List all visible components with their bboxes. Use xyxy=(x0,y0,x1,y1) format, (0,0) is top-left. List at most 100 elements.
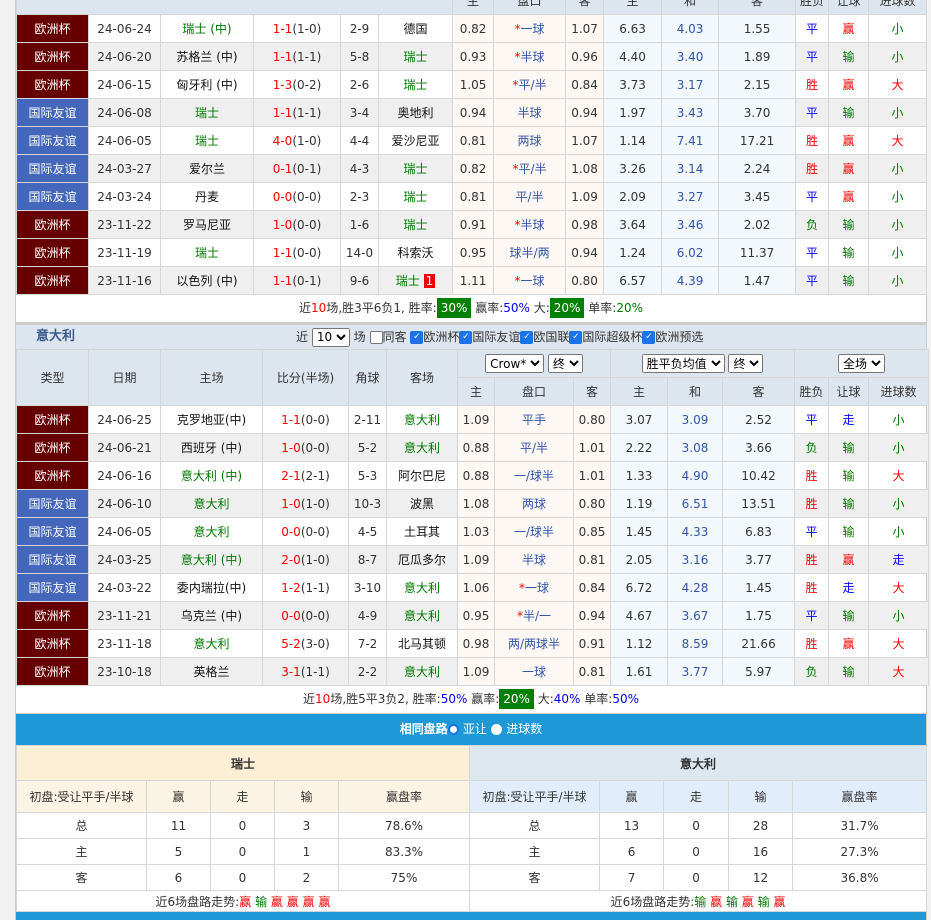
home-team[interactable]: 克罗地亚(中) xyxy=(160,405,263,434)
away-team[interactable]: 意大利 xyxy=(386,657,458,686)
home-team[interactable]: 意大利 xyxy=(160,517,263,546)
score[interactable]: 0-0(0-0) xyxy=(262,601,349,630)
match-type[interactable]: 国际友谊 xyxy=(16,573,89,602)
handicap-text: 两球 xyxy=(517,134,542,148)
home-team[interactable]: 罗马尼亚 xyxy=(160,210,254,239)
match-type[interactable]: 国际友谊 xyxy=(16,126,89,155)
home-team[interactable]: 英格兰 xyxy=(160,657,263,686)
away-team[interactable]: 爱沙尼亚 xyxy=(377,126,454,155)
match-type[interactable]: 国际友谊 xyxy=(16,98,89,127)
match-count-select[interactable]: 10 xyxy=(311,327,350,347)
match-type[interactable]: 欧洲杯 xyxy=(16,405,89,434)
goals-radio[interactable] xyxy=(491,724,503,735)
away-team[interactable]: 瑞士 1 xyxy=(377,266,454,295)
score[interactable]: 0-0(0-0) xyxy=(253,182,341,211)
away-team[interactable]: 瑞士 xyxy=(377,42,454,71)
away-team[interactable]: 厄瓜多尔 xyxy=(386,545,458,574)
away-team[interactable]: 科索沃 xyxy=(377,238,454,267)
away-team[interactable]: 意大利 xyxy=(386,433,458,462)
filter-checkbox[interactable]: ✓ xyxy=(459,331,473,344)
match-type[interactable]: 欧洲杯 xyxy=(16,266,89,295)
home-team[interactable]: 意大利 xyxy=(160,629,263,658)
away-team-name: 意大利 xyxy=(403,665,440,679)
score[interactable]: 1-2(1-1) xyxy=(262,573,349,602)
filter-checkbox[interactable]: ✓ xyxy=(410,331,424,344)
away-team[interactable]: 意大利 xyxy=(386,573,458,602)
match-type[interactable]: 国际友谊 xyxy=(16,517,89,546)
away-team[interactable]: 瑞士 xyxy=(377,210,454,239)
score[interactable]: 0-1(0-1) xyxy=(253,154,341,183)
home-team[interactable]: 以色列 (中) xyxy=(160,266,254,295)
handicap-final-select[interactable]: 终 xyxy=(547,354,583,373)
odds-avg-select[interactable]: 胜平负均值 xyxy=(641,354,725,373)
scope-select[interactable]: 全场 xyxy=(838,354,886,373)
match-type[interactable]: 欧洲杯 xyxy=(16,70,89,99)
score[interactable]: 1-0(0-0) xyxy=(253,210,341,239)
away-team[interactable]: 意大利 xyxy=(386,405,458,434)
score[interactable]: 5-2(3-0) xyxy=(262,629,349,658)
match-type[interactable]: 欧洲杯 xyxy=(16,433,89,462)
away-team[interactable]: 意大利 xyxy=(386,601,458,630)
filter-checkbox[interactable]: ✓ xyxy=(520,331,534,344)
match-row: 欧洲杯 23-11-21 乌克兰 (中) 0-0(0-0) 4-9 意大利 0.95 *半/一… xyxy=(16,601,930,630)
corners: 1-6 xyxy=(340,210,379,239)
score[interactable]: 2-1(2-1) xyxy=(262,461,349,490)
home-team[interactable]: 瑞士 (中) xyxy=(160,14,254,43)
away-team[interactable]: 瑞士 xyxy=(377,154,454,183)
score[interactable]: 3-1(1-1) xyxy=(262,657,349,686)
home-team[interactable]: 西班牙 (中) xyxy=(160,433,263,462)
score[interactable]: 2-0(1-0) xyxy=(262,545,349,574)
away-team[interactable]: 奥地利 xyxy=(377,98,454,127)
home-team[interactable]: 瑞士 xyxy=(160,238,254,267)
match-type[interactable]: 欧洲杯 xyxy=(16,601,89,630)
home-team[interactable]: 委内瑞拉(中) xyxy=(160,573,263,602)
score[interactable]: 1-3(0-2) xyxy=(253,70,341,99)
match-type[interactable]: 欧洲杯 xyxy=(16,42,89,71)
home-team[interactable]: 意大利 (中) xyxy=(160,545,263,574)
away-team[interactable]: 瑞士 xyxy=(377,182,454,211)
summary-b: 场,胜5平3负2, 胜率: xyxy=(330,692,441,706)
filter-checkbox[interactable]: ✓ xyxy=(569,331,583,344)
filter-checkbox[interactable]: ✓ xyxy=(642,331,656,344)
match-type[interactable]: 欧洲杯 xyxy=(16,461,89,490)
match-type[interactable]: 国际友谊 xyxy=(16,154,89,183)
away-team[interactable]: 德国 xyxy=(377,14,454,43)
odds-final-select[interactable]: 终 xyxy=(728,354,764,373)
home-team[interactable]: 意大利 xyxy=(160,489,263,518)
away-team[interactable]: 波黑 xyxy=(386,489,458,518)
same-away-checkbox[interactable] xyxy=(369,331,383,344)
away-team[interactable]: 北马其顿 xyxy=(386,629,458,658)
score[interactable]: 1-1(1-1) xyxy=(253,98,341,127)
score[interactable]: 1-1(0-1) xyxy=(253,266,341,295)
away-team[interactable]: 土耳其 xyxy=(386,517,458,546)
match-type[interactable]: 欧洲杯 xyxy=(16,14,89,43)
score[interactable]: 4-0(1-0) xyxy=(253,126,341,155)
away-team[interactable]: 阿尔巴尼 xyxy=(386,461,458,490)
score[interactable]: 1-1(0-0) xyxy=(253,238,341,267)
home-team[interactable]: 乌克兰 (中) xyxy=(160,601,263,630)
home-team[interactable]: 爱尔兰 xyxy=(160,154,254,183)
score[interactable]: 1-1(1-1) xyxy=(253,42,341,71)
home-team[interactable]: 瑞士 xyxy=(160,98,254,127)
score[interactable]: 0-0(0-0) xyxy=(262,517,349,546)
match-type[interactable]: 欧洲杯 xyxy=(16,657,89,686)
match-type[interactable]: 欧洲杯 xyxy=(16,210,89,239)
score[interactable]: 1-1(1-0) xyxy=(253,14,341,43)
score[interactable]: 1-0(0-0) xyxy=(262,433,349,462)
match-row: 欧洲杯 24-06-15 匈牙利 (中) 1-3(0-2) 2-6 瑞士 1.05 *平/半 0… xyxy=(16,70,928,99)
home-team[interactable]: 匈牙利 (中) xyxy=(160,70,254,99)
handicap-radio[interactable] xyxy=(447,724,459,735)
match-type[interactable]: 国际友谊 xyxy=(16,545,89,574)
home-team[interactable]: 丹麦 xyxy=(160,182,254,211)
home-team[interactable]: 瑞士 xyxy=(160,126,254,155)
score[interactable]: 1-0(1-0) xyxy=(262,489,349,518)
match-type[interactable]: 欧洲杯 xyxy=(16,238,89,267)
away-team[interactable]: 瑞士 xyxy=(377,70,454,99)
score[interactable]: 1-1(0-0) xyxy=(262,405,349,434)
match-type[interactable]: 国际友谊 xyxy=(16,489,89,518)
home-team[interactable]: 苏格兰 (中) xyxy=(160,42,254,71)
home-team[interactable]: 意大利 (中) xyxy=(160,461,263,490)
match-type[interactable]: 欧洲杯 xyxy=(16,629,89,658)
company-select[interactable]: Crow* xyxy=(485,354,545,373)
match-type[interactable]: 国际友谊 xyxy=(16,182,89,211)
